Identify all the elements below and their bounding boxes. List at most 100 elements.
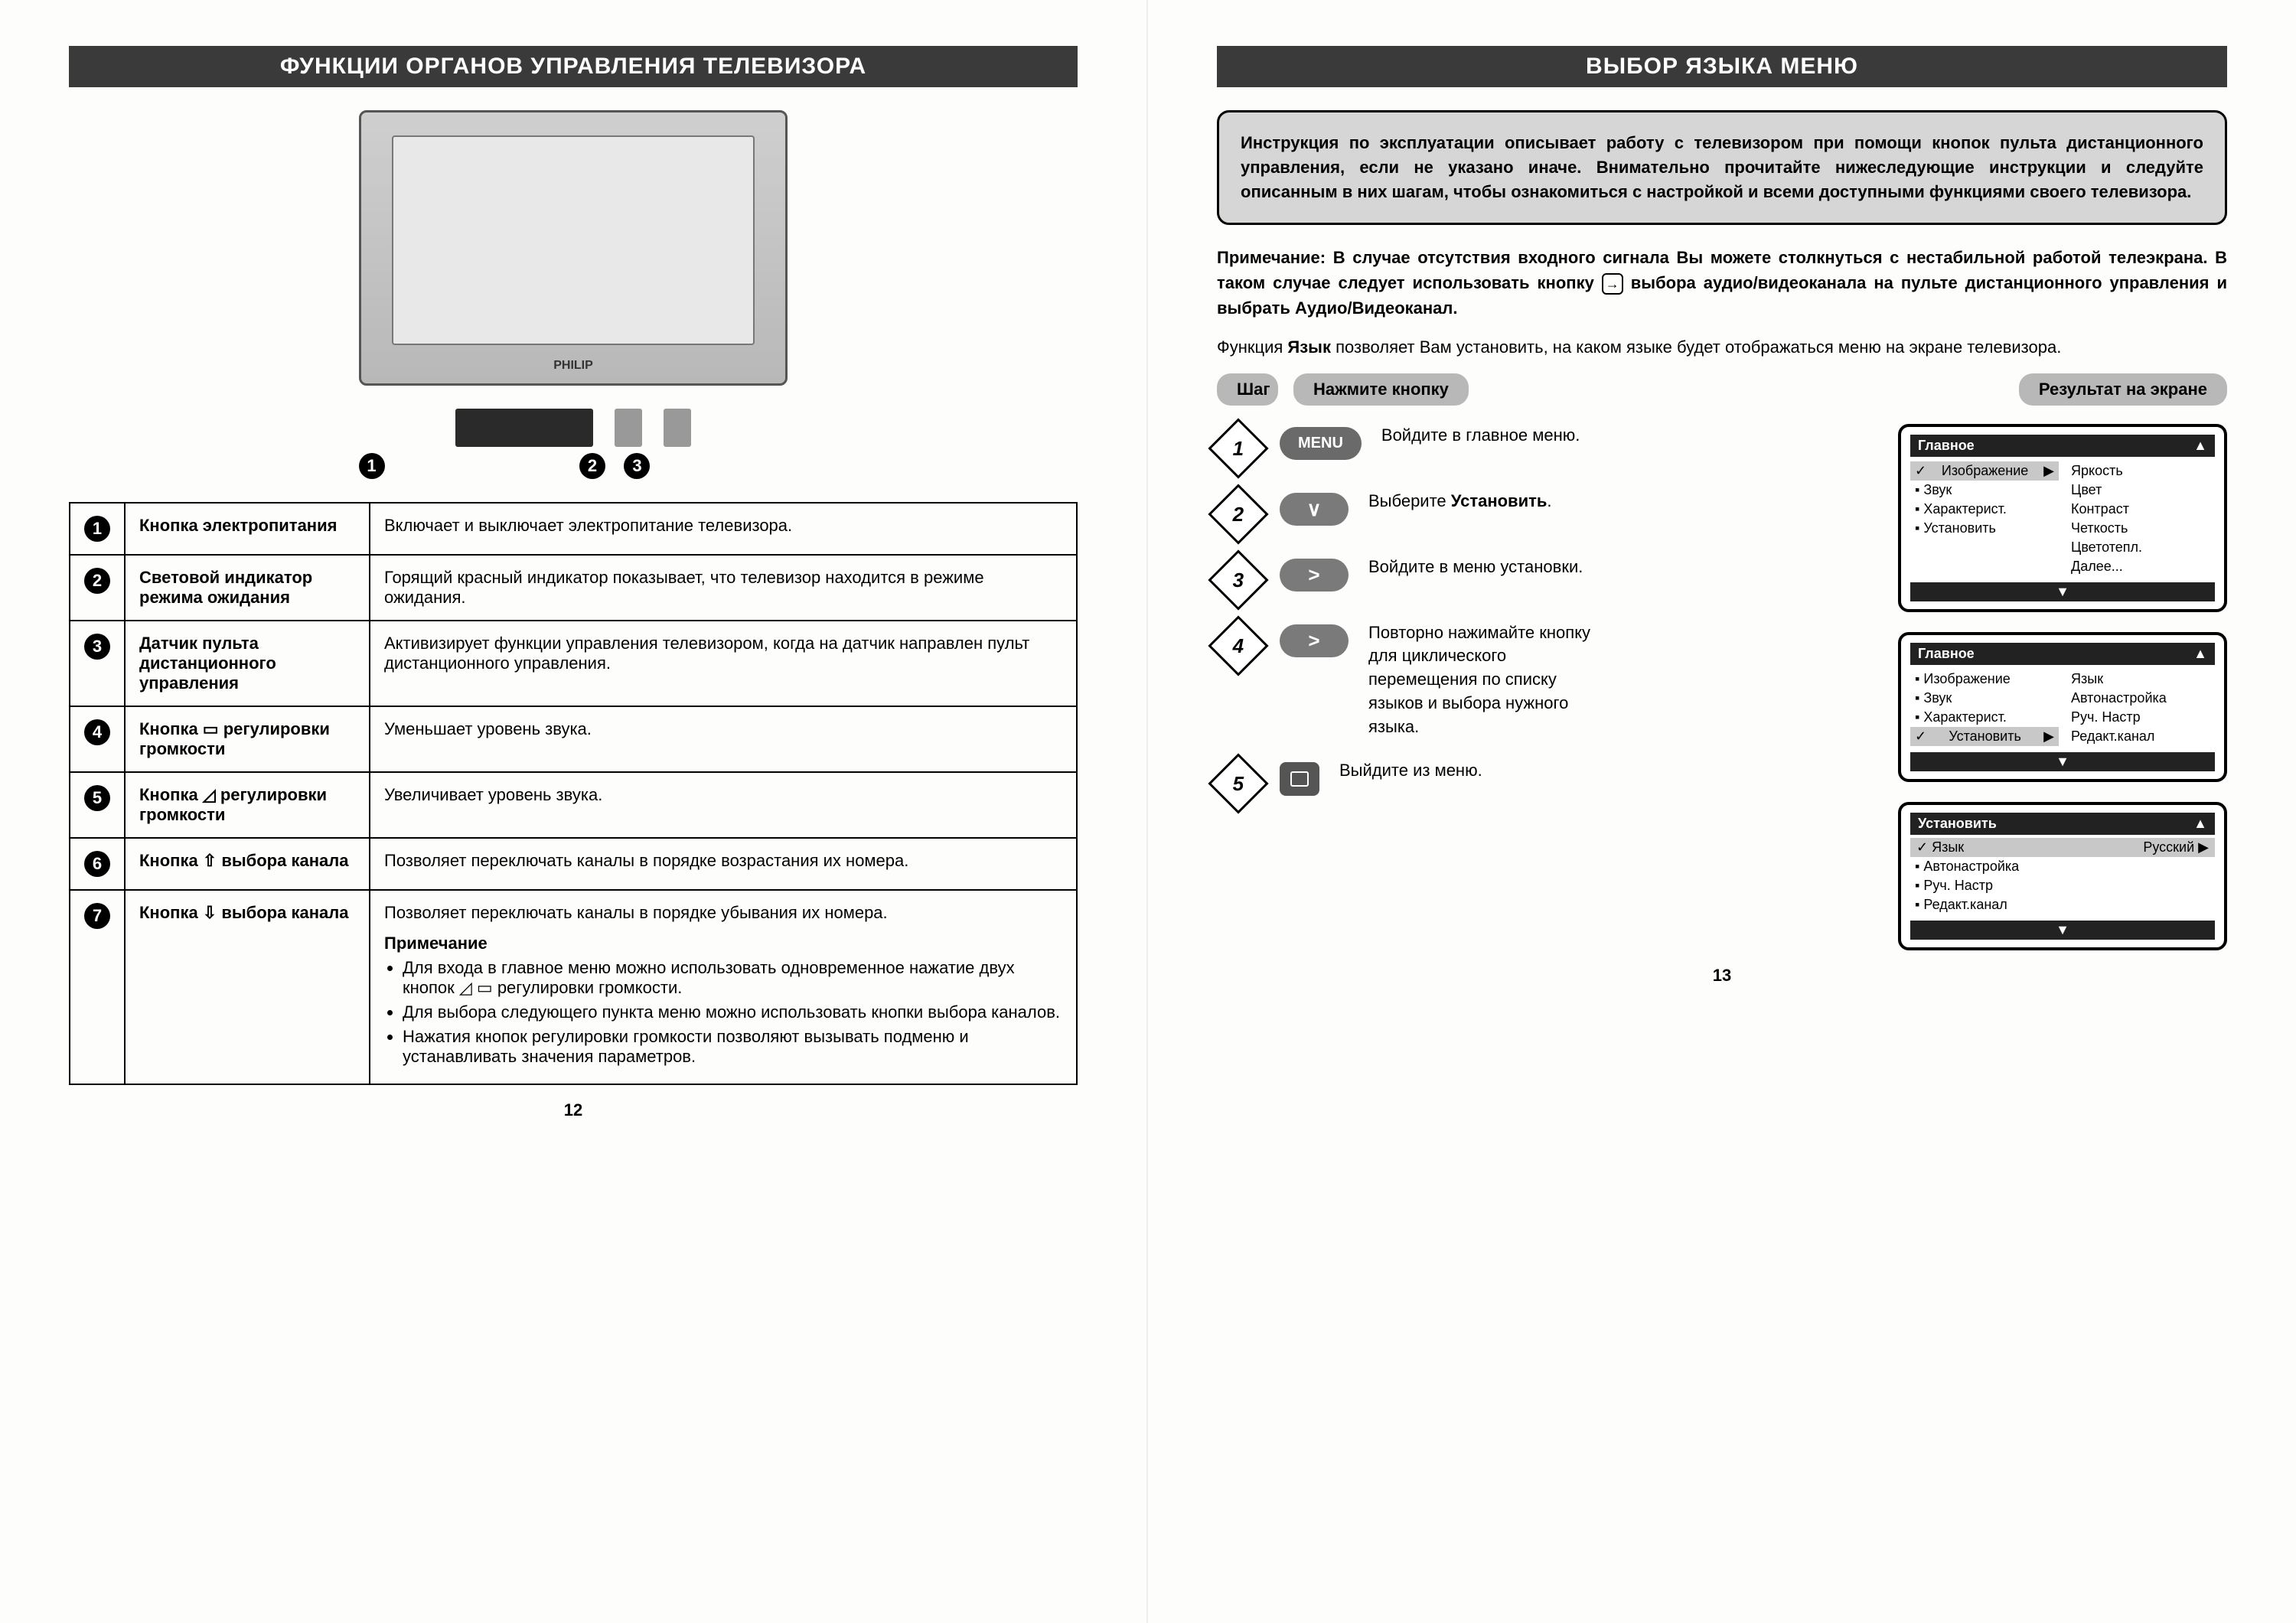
- panel-2: [615, 409, 642, 447]
- num-cell: 1: [70, 503, 125, 555]
- osd-right-col: ЯзыкАвтонастройкаРуч. НастрРедакт.канал: [2066, 670, 2215, 746]
- osd-item: Звук: [1910, 689, 2059, 708]
- desc-cell: Уменьшает уровень звука.: [370, 706, 1077, 772]
- osd-cols: ИзображениеЗвукХарактерист.Установить▶ Я…: [1910, 670, 2215, 746]
- osd-left-col: Изображение▶ЗвукХарактерист.Установить: [1910, 461, 2059, 576]
- osd-title: Установить▲: [1910, 813, 2215, 835]
- osd-item: Изображение: [1910, 670, 2059, 689]
- osd-item: Установить: [1910, 519, 2059, 538]
- num-cell: 7: [70, 890, 125, 1084]
- control-desc: Увеличивает уровень звука.: [384, 785, 1062, 805]
- page-number-right: 13: [1217, 966, 2227, 986]
- intro-box: Инструкция по эксплуатации описывает раб…: [1217, 110, 2227, 225]
- osd-sub-item: Далее...: [2066, 557, 2215, 576]
- osd-sub-item: Цвет: [2066, 481, 2215, 500]
- step-text: Войдите в меню установки.: [1368, 556, 1613, 579]
- control-name: Датчик пульта дистанционного управления: [125, 621, 370, 706]
- col-press: Нажмите кнопку: [1293, 373, 1469, 406]
- osd-sub-item: Автонастройка: [2066, 689, 2215, 708]
- steps-and-menus: 1 MENUВойдите в главное меню. 2 ∨Выберит…: [1217, 424, 2227, 950]
- step-diamond: 4: [1208, 615, 1268, 676]
- osd-item: Автонастройка: [1910, 857, 2215, 876]
- lang-a: Функция: [1217, 337, 1287, 357]
- num-badge: 5: [84, 785, 110, 811]
- osd-item: Руч. Настр: [1910, 876, 2215, 895]
- warning-text: Примечание: В случае отсутствия входного…: [1217, 245, 2227, 321]
- table-row: 7 Кнопка ⇩ выбора канала Позволяет перек…: [70, 890, 1077, 1084]
- column-heads: Шаг Нажмите кнопку Результат на экране: [1217, 373, 2227, 406]
- osd-item: Редакт.канал: [1910, 895, 2215, 914]
- page-number-left: 12: [69, 1100, 1078, 1120]
- num-badge: 2: [84, 568, 110, 594]
- lang-text: Функция Язык позволяет Вам установить, н…: [1217, 334, 2227, 360]
- num-cell: 3: [70, 621, 125, 706]
- osd-bottom-bar: ▼: [1910, 582, 2215, 601]
- step-diamond: 2: [1208, 484, 1268, 544]
- control-desc: Позволяет переключать каналы в порядке у…: [384, 903, 1062, 923]
- osd-column: Главное▲ Изображение▶ЗвукХарактерист.Уст…: [1898, 424, 2227, 950]
- osd-item-selected: Установить▶: [1910, 727, 2059, 746]
- osd-menu: Установить▲ ЯзыкРусский ▶ АвтонастройкаР…: [1898, 802, 2227, 950]
- osd-item: Звук: [1910, 481, 2059, 500]
- num-cell: 5: [70, 772, 125, 838]
- control-name: Кнопка ⇩ выбора канала: [125, 890, 370, 1084]
- num-cell: 2: [70, 555, 125, 621]
- osd-sub-item: Цветотепл.: [2066, 538, 2215, 557]
- desc-cell: Горящий красный индикатор показывает, чт…: [370, 555, 1077, 621]
- step-row: 1 MENUВойдите в главное меню.: [1217, 424, 1753, 470]
- num-badge: 3: [84, 634, 110, 660]
- step-text: Повторно нажимайте кнопку для циклическо…: [1368, 621, 1613, 739]
- control-desc: Позволяет переключать каналы в порядке в…: [384, 851, 1062, 871]
- exit-button-icon: [1280, 762, 1319, 796]
- table-row: 4 Кнопка ▭ регулировки громкости Уменьша…: [70, 706, 1077, 772]
- step-row: 3 >Войдите в меню установки.: [1217, 556, 1753, 601]
- lang-bold: Язык: [1287, 337, 1331, 357]
- note-item: Для входа в главное меню можно использов…: [403, 958, 1062, 998]
- osd-sub-item: Четкость: [2066, 519, 2215, 538]
- osd-title: Главное▲: [1910, 643, 2215, 665]
- osd-sub-item: Яркость: [2066, 461, 2215, 481]
- tv-screen: [392, 135, 755, 345]
- left-header: ФУНКЦИИ ОРГАНОВ УПРАВЛЕНИЯ ТЕЛЕВИЗОРА: [69, 46, 1078, 87]
- table-row: 2 Световой индикатор режима ожидания Гор…: [70, 555, 1077, 621]
- control-desc: Включает и выключает электропитание теле…: [384, 516, 1062, 536]
- table-row: 5 Кнопка ◿ регулировки громкости Увеличи…: [70, 772, 1077, 838]
- remote-button-icon: MENU: [1280, 427, 1362, 460]
- num-badge: 4: [84, 719, 110, 745]
- col-step: Шаг: [1217, 373, 1278, 406]
- desc-cell: Позволяет переключать каналы в порядке у…: [370, 890, 1077, 1084]
- step-diamond: 1: [1208, 418, 1268, 478]
- control-name: Кнопка электропитания: [125, 503, 370, 555]
- osd-title: Главное▲: [1910, 435, 2215, 457]
- step-row: 2 ∨Выберите Установить.: [1217, 490, 1753, 536]
- control-name: Кнопка ⇧ выбора канала: [125, 838, 370, 890]
- control-desc: Активизирует функции управления телевизо…: [384, 634, 1062, 673]
- osd-selected-row: ЯзыкРусский ▶: [1910, 838, 2215, 857]
- osd-item: Характерист.: [1910, 500, 2059, 519]
- control-name: Кнопка ◿ регулировки громкости: [125, 772, 370, 838]
- col-result: Результат на экране: [2019, 373, 2227, 406]
- panel-3: [664, 409, 691, 447]
- callout-row: 1 2 3: [69, 453, 1078, 479]
- num-badge: 7: [84, 903, 110, 929]
- callout-3: 3: [624, 453, 650, 479]
- desc-cell: Активизирует функции управления телевизо…: [370, 621, 1077, 706]
- osd-right-col: ЯркостьЦветКонтрастЧеткостьЦветотепл.Дал…: [2066, 461, 2215, 576]
- controls-table: 1 Кнопка электропитания Включает и выклю…: [69, 502, 1078, 1085]
- osd-left-col: ИзображениеЗвукХарактерист.Установить▶: [1910, 670, 2059, 746]
- control-name: Световой индикатор режима ожидания: [125, 555, 370, 621]
- notes-list: Для входа в главное меню можно использов…: [403, 958, 1062, 1067]
- osd-item: Характерист.: [1910, 708, 2059, 727]
- step-row: 5 Выйдите из меню.: [1217, 759, 1753, 805]
- page-spread: ФУНКЦИИ ОРГАНОВ УПРАВЛЕНИЯ ТЕЛЕВИЗОРА PH…: [0, 0, 2296, 1623]
- osd-menu: Главное▲ Изображение▶ЗвукХарактерист.Уст…: [1898, 424, 2227, 612]
- osd-menu: Главное▲ ИзображениеЗвукХарактерист.Уста…: [1898, 632, 2227, 782]
- steps-column: 1 MENUВойдите в главное меню. 2 ∨Выберит…: [1217, 424, 1753, 950]
- lang-b: позволяет Вам установить, на каком языке…: [1336, 337, 2061, 357]
- osd-sub-item: Редакт.канал: [2066, 727, 2215, 746]
- panel-1: [455, 409, 593, 447]
- osd-bottom-bar: ▼: [1910, 921, 2215, 940]
- num-badge: 1: [84, 516, 110, 542]
- desc-cell: Включает и выключает электропитание теле…: [370, 503, 1077, 555]
- osd-sub-item: Язык: [2066, 670, 2215, 689]
